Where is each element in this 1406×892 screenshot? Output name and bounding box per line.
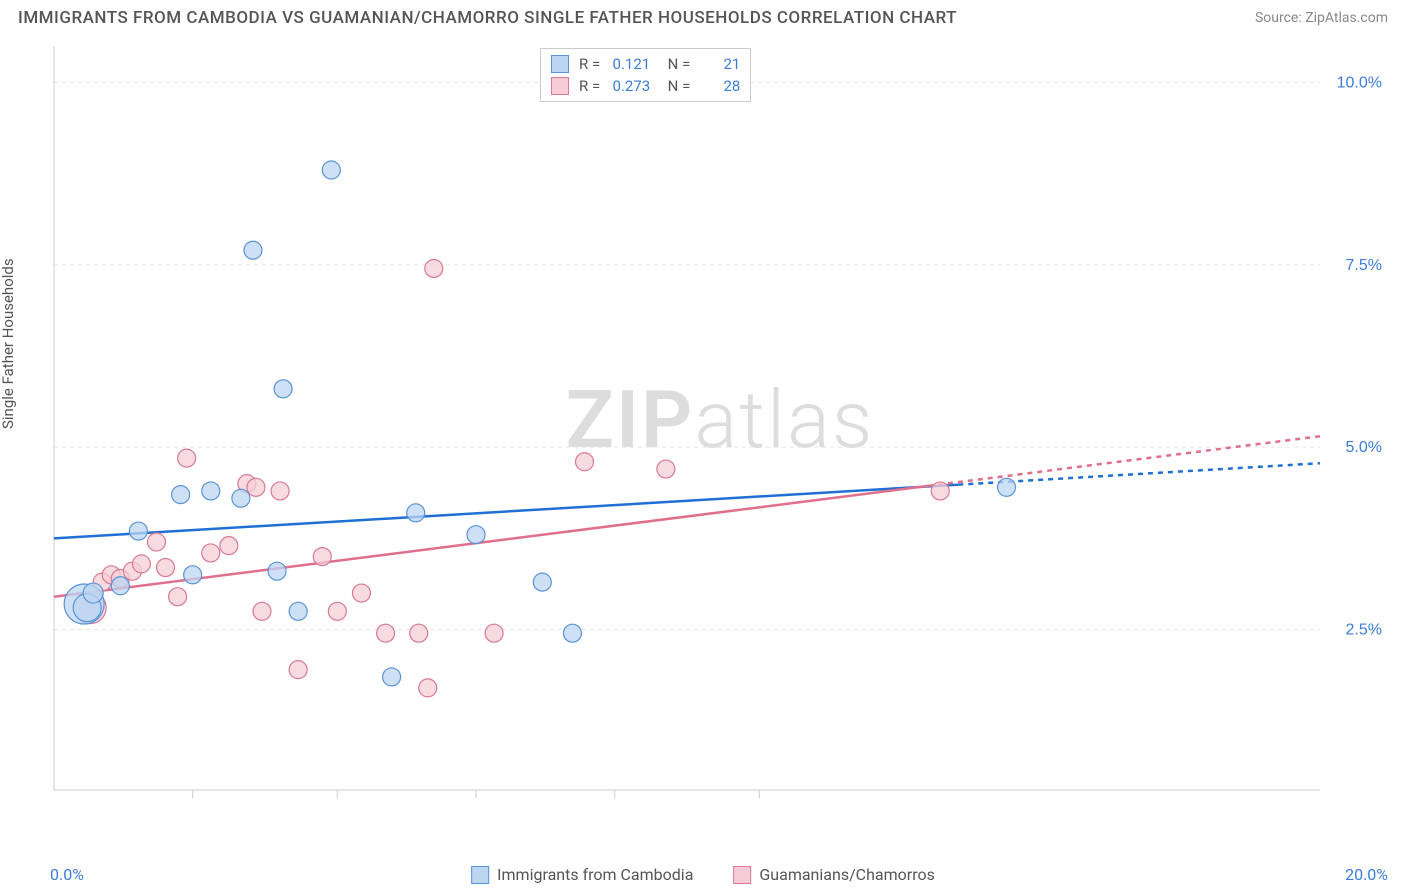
legend-label: Immigrants from Cambodia [497,865,693,884]
legend-row-series1: R = 0.121 N = 21 [551,53,740,75]
n-value: 21 [696,53,740,75]
x-axis-min-label: 0.0% [50,865,84,884]
svg-text:2.5%: 2.5% [1346,622,1382,639]
r-value: 0.121 [606,53,650,75]
legend-item-series1: Immigrants from Cambodia [471,865,693,884]
x-axis-max-label: 20.0% [1345,865,1388,884]
legend-swatch-icon [551,77,569,95]
legend-swatch-icon [733,866,751,884]
legend-label: Guamanians/Chamorros [759,865,934,884]
y-axis-label: Single Father Households [0,258,17,429]
series-legend: Immigrants from Cambodia Guamanians/Cham… [471,865,935,884]
chart-title: IMMIGRANTS FROM CAMBODIA VS GUAMANIAN/CH… [18,8,957,28]
legend-swatch-icon [551,55,569,73]
scatter-chart: 2.5% 5.0% 7.5% 10.0% [50,40,1390,820]
n-value: 28 [696,75,740,97]
r-label: R = [579,75,600,97]
chart-area: ZIPatlas 2.5%5.0%7.5%10.0% [50,40,1390,820]
n-label: N = [660,53,690,75]
svg-text:5.0%: 5.0% [1346,439,1382,456]
legend-row-series2: R = 0.273 N = 28 [551,75,740,97]
svg-text:7.5%: 7.5% [1346,257,1382,274]
r-label: R = [579,53,600,75]
legend-item-series2: Guamanians/Chamorros [733,865,934,884]
n-label: N = [660,75,690,97]
r-value: 0.273 [606,75,650,97]
legend-swatch-icon [471,866,489,884]
source-label: Source: ZipAtlas.com [1255,10,1388,26]
svg-text:10.0%: 10.0% [1337,74,1382,91]
correlation-legend: R = 0.121 N = 21 R = 0.273 N = 28 [540,48,751,102]
